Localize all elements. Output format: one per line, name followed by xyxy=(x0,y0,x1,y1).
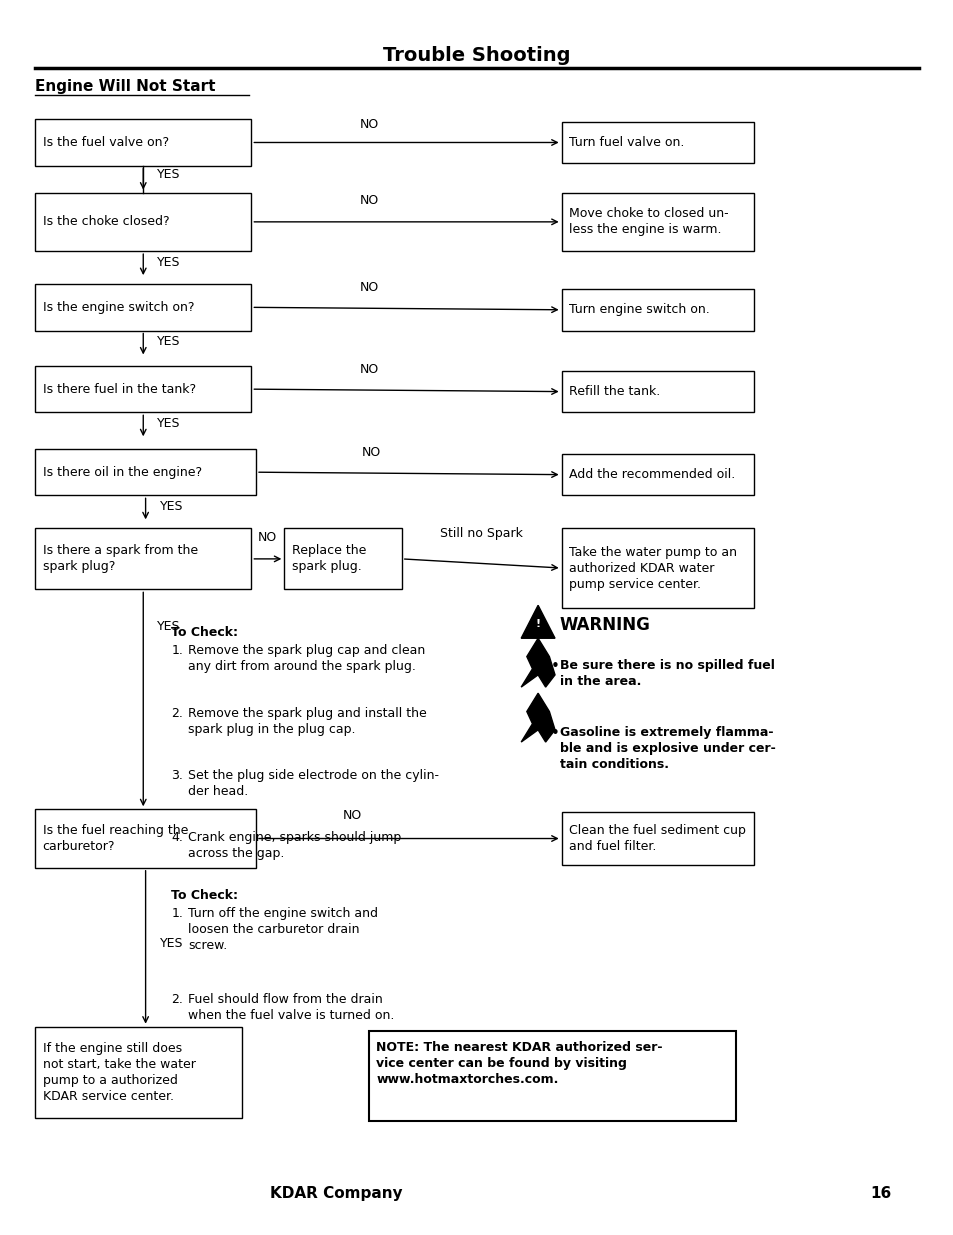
Text: Remove the spark plug and install the
spark plug in the plug cap.: Remove the spark plug and install the sp… xyxy=(188,706,427,736)
Text: KDAR Company: KDAR Company xyxy=(270,1187,402,1202)
Text: Turn fuel valve on.: Turn fuel valve on. xyxy=(569,136,684,149)
Text: NO: NO xyxy=(361,446,380,459)
Bar xyxy=(561,122,754,163)
Text: If the engine still does
not start, take the water
pump to a authorized
KDAR ser: If the engine still does not start, take… xyxy=(43,1042,195,1103)
Text: NO: NO xyxy=(359,117,378,131)
Polygon shape xyxy=(520,605,555,638)
Text: Is there oil in the engine?: Is there oil in the engine? xyxy=(43,466,202,479)
Bar xyxy=(35,1026,242,1118)
Text: NO: NO xyxy=(359,363,378,377)
Text: Gasoline is extremely flamma-
ble and is explosive under cer-
tain conditions.: Gasoline is extremely flamma- ble and is… xyxy=(559,726,775,771)
Text: Is the engine switch on?: Is the engine switch on? xyxy=(43,301,194,314)
Text: YES: YES xyxy=(157,335,181,348)
Text: To Check:: To Check: xyxy=(172,889,238,902)
Text: YES: YES xyxy=(157,168,181,180)
Text: YES: YES xyxy=(157,417,181,430)
Bar xyxy=(561,289,754,331)
Bar xyxy=(35,284,251,331)
Bar xyxy=(35,193,251,251)
Text: NO: NO xyxy=(342,809,362,823)
Text: 16: 16 xyxy=(870,1187,891,1202)
Text: Set the plug side electrode on the cylin-
der head.: Set the plug side electrode on the cylin… xyxy=(188,769,439,798)
Text: WARNING: WARNING xyxy=(559,616,650,634)
Bar xyxy=(35,529,251,589)
Text: •: • xyxy=(550,659,558,674)
Bar xyxy=(35,120,251,165)
Bar xyxy=(561,193,754,251)
Text: Be sure there is no spilled fuel
in the area.: Be sure there is no spilled fuel in the … xyxy=(559,659,774,688)
Text: Trouble Shooting: Trouble Shooting xyxy=(383,46,570,65)
Bar xyxy=(561,370,754,412)
Text: NO: NO xyxy=(359,282,378,294)
Polygon shape xyxy=(520,638,555,687)
Text: Is there a spark from the
spark plug?: Is there a spark from the spark plug? xyxy=(43,545,197,573)
Text: 1.: 1. xyxy=(172,645,183,657)
Text: Turn engine switch on.: Turn engine switch on. xyxy=(569,304,709,316)
Text: Add the recommended oil.: Add the recommended oil. xyxy=(569,468,735,482)
Text: NO: NO xyxy=(258,531,277,543)
Text: YES: YES xyxy=(159,937,183,950)
Text: Crank engine, sparks should jump
across the gap.: Crank engine, sparks should jump across … xyxy=(188,831,401,861)
Text: 3.: 3. xyxy=(172,769,183,782)
Text: Clean the fuel sediment cup
and fuel filter.: Clean the fuel sediment cup and fuel fil… xyxy=(569,824,745,853)
Text: YES: YES xyxy=(157,620,181,632)
Text: Is the fuel valve on?: Is the fuel valve on? xyxy=(43,136,169,149)
Bar xyxy=(35,809,255,868)
Bar xyxy=(369,1031,735,1120)
Text: •: • xyxy=(550,726,558,741)
Text: Still no Spark: Still no Spark xyxy=(439,527,522,540)
Text: Take the water pump to an
authorized KDAR water
pump service center.: Take the water pump to an authorized KDA… xyxy=(569,546,737,590)
Text: Remove the spark plug cap and clean
any dirt from around the spark plug.: Remove the spark plug cap and clean any … xyxy=(188,645,425,673)
Text: Turn off the engine switch and
loosen the carburetor drain
screw.: Turn off the engine switch and loosen th… xyxy=(188,906,378,952)
Text: 2.: 2. xyxy=(172,993,183,1005)
Text: Is the fuel reaching the
carburetor?: Is the fuel reaching the carburetor? xyxy=(43,824,188,853)
Text: 1.: 1. xyxy=(172,906,183,920)
Text: YES: YES xyxy=(159,500,183,513)
Text: Refill the tank.: Refill the tank. xyxy=(569,385,659,398)
Text: !: ! xyxy=(535,619,540,629)
Text: YES: YES xyxy=(157,256,181,269)
Text: Engine Will Not Start: Engine Will Not Start xyxy=(35,79,215,94)
Bar xyxy=(35,450,255,495)
Text: 4.: 4. xyxy=(172,831,183,845)
Text: 2.: 2. xyxy=(172,706,183,720)
Bar xyxy=(35,366,251,412)
Text: NOTE: The nearest KDAR authorized ser-
vice center can be found by visiting
www.: NOTE: The nearest KDAR authorized ser- v… xyxy=(376,1041,662,1087)
Bar xyxy=(561,811,754,866)
Bar xyxy=(561,529,754,608)
Bar xyxy=(284,529,401,589)
Text: Is there fuel in the tank?: Is there fuel in the tank? xyxy=(43,383,195,395)
Text: Fuel should flow from the drain
when the fuel valve is turned on.: Fuel should flow from the drain when the… xyxy=(188,993,395,1021)
Text: NO: NO xyxy=(359,194,378,206)
Text: Is the choke closed?: Is the choke closed? xyxy=(43,215,169,228)
Text: Replace the
spark plug.: Replace the spark plug. xyxy=(292,545,366,573)
Bar xyxy=(561,454,754,495)
Polygon shape xyxy=(520,693,555,742)
Text: Move choke to closed un-
less the engine is warm.: Move choke to closed un- less the engine… xyxy=(569,207,728,236)
Text: To Check:: To Check: xyxy=(172,626,238,638)
